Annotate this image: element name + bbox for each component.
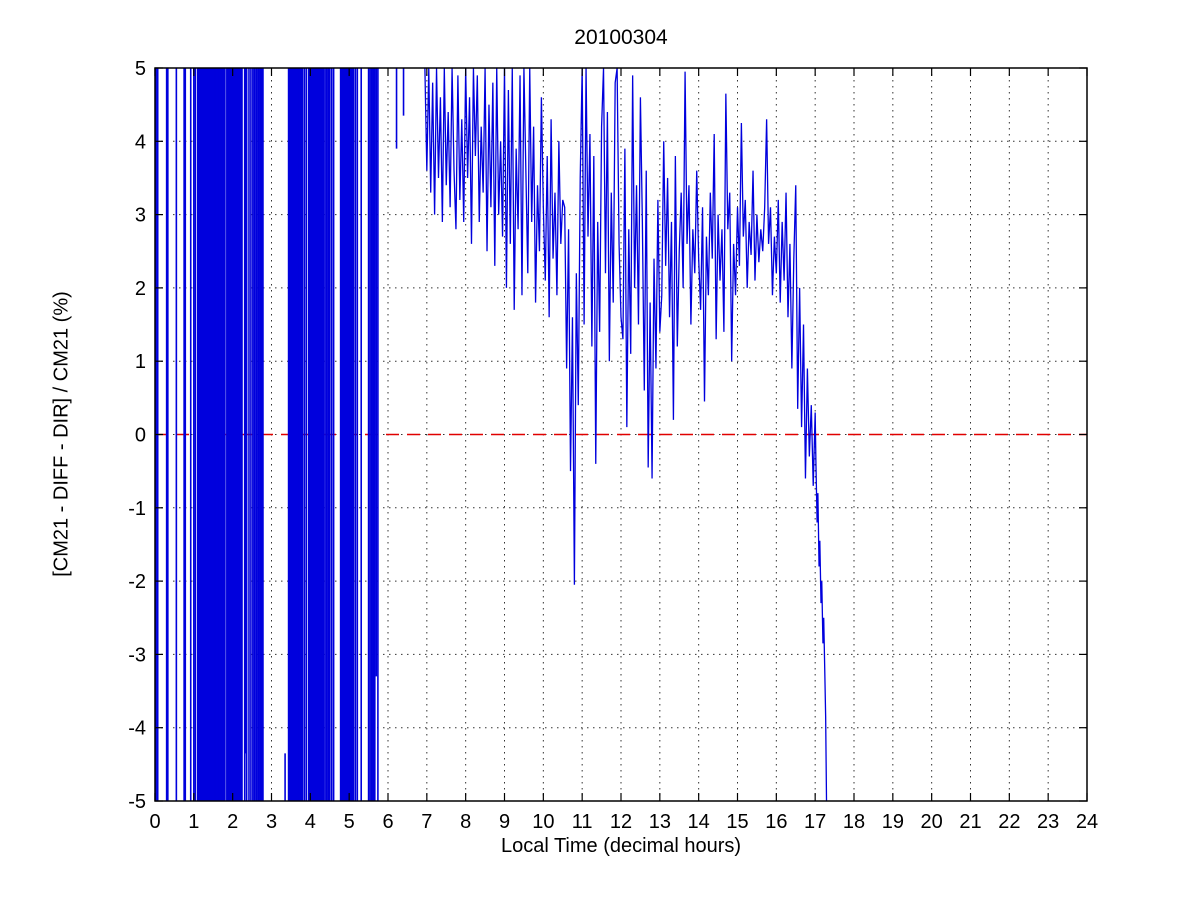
y-tick-label: -2 (128, 571, 146, 593)
x-tick-label: 23 (1037, 811, 1059, 833)
y-tick-label: 2 (135, 278, 146, 300)
x-tick-label: 4 (305, 811, 316, 833)
x-tick-label: 9 (499, 811, 510, 833)
chart-title: 20100304 (574, 26, 668, 49)
y-tick-label: 5 (135, 58, 146, 80)
y-tick-label: 1 (135, 351, 146, 373)
axis-tick-labels: 0 1 2 3 4 5 6 7 8 9 10 11 12 13 14 15 16 17 18 19 20 21 22 23 24… (128, 58, 1098, 833)
x-tick-label: 20 (921, 811, 943, 833)
x-tick-label: 1 (188, 811, 199, 833)
x-axis-label: Local Time (decimal hours) (500, 835, 742, 857)
x-tick-label: 2 (227, 811, 238, 833)
x-tick-label: 3 (266, 811, 277, 833)
x-tick-label: 0 (149, 811, 160, 833)
x-tick-label: 24 (1076, 811, 1098, 833)
x-tick-label: 12 (610, 811, 632, 833)
daytime-ratio-line (424, 68, 828, 801)
x-tick-label: 6 (382, 811, 393, 833)
axis-ticks (154, 67, 1088, 802)
x-tick-label: 21 (959, 811, 981, 833)
x-tick-label: 15 (726, 811, 748, 833)
data-series (155, 68, 828, 801)
x-tick-label: 14 (688, 811, 710, 833)
x-tick-label: 18 (843, 811, 865, 833)
y-tick-label: -4 (128, 718, 146, 740)
y-tick-label: 4 (135, 131, 146, 153)
x-tick-label: 5 (344, 811, 355, 833)
x-tick-label: 11 (572, 811, 593, 833)
y-tick-label: 0 (135, 425, 146, 447)
y-tick-label: -3 (128, 644, 146, 666)
plot-border (154, 67, 1088, 802)
x-tick-label: 17 (804, 811, 826, 833)
x-tick-label: 7 (421, 811, 432, 833)
x-tick-label: 13 (649, 811, 671, 833)
y-tick-label: 3 (135, 205, 146, 227)
y-tick-label: -1 (128, 498, 146, 520)
x-tick-label: 22 (998, 811, 1020, 833)
y-axis-label: [CM21 - DIFF - DIR] / CM21 (%) (50, 291, 73, 577)
x-tick-label: 10 (532, 811, 554, 833)
x-tick-label: 8 (460, 811, 471, 833)
x-tick-label: 19 (882, 811, 904, 833)
x-tick-label: 16 (765, 811, 787, 833)
y-tick-label: -5 (128, 791, 146, 813)
